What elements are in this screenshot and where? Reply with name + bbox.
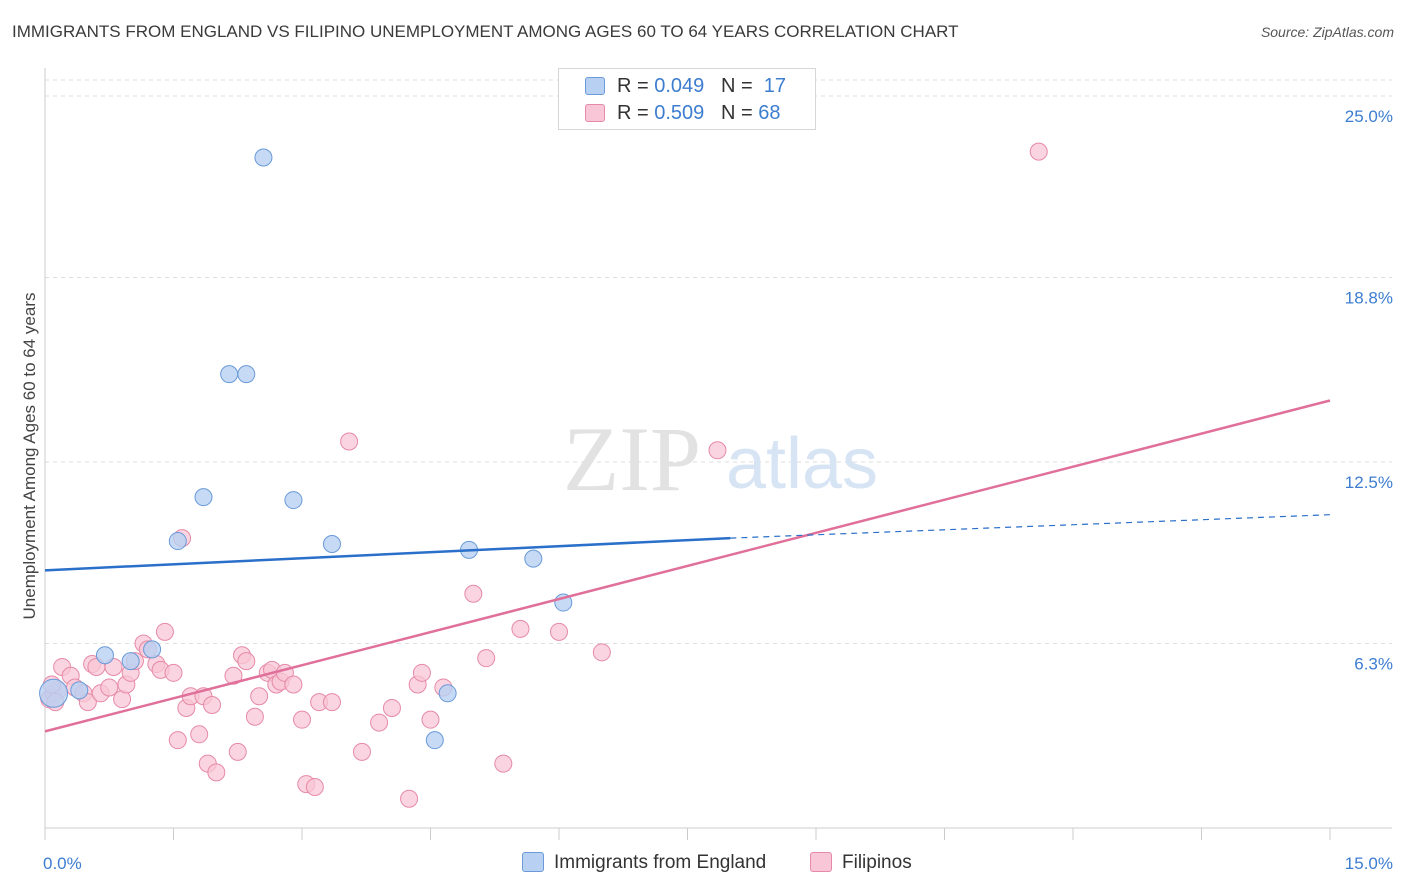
filipino-point <box>382 698 401 717</box>
filipino-point <box>708 441 727 460</box>
filipino-legend-label: Filipinos <box>842 852 912 873</box>
watermark: ZIP atlas <box>563 408 878 510</box>
filipino-point <box>190 725 209 744</box>
r-value: 0.509 <box>654 102 705 124</box>
y-tick-label: 25.0% <box>1345 107 1393 126</box>
england-point <box>39 678 69 708</box>
chart-title: IMMIGRANTS FROM ENGLAND VS FILIPINO UNEM… <box>12 22 959 41</box>
england-point <box>220 365 239 384</box>
filipino-point <box>550 622 568 641</box>
x-tick-label: 0.0% <box>43 854 82 873</box>
england-point <box>95 646 114 665</box>
watermark-zip: ZIP <box>563 408 701 510</box>
england-point <box>254 148 273 167</box>
correlation-legend: R = 0.049 N = 17 R = 0.509 N = 68 <box>558 68 816 130</box>
filipino-point <box>511 619 530 638</box>
filipino-point <box>155 622 174 641</box>
filipino-point <box>305 778 324 797</box>
england-swatch <box>585 77 605 95</box>
y-tick-label: 12.5% <box>1345 473 1393 492</box>
filipino-point <box>370 713 389 732</box>
filipino-point <box>228 742 247 761</box>
filipino-point <box>352 742 371 761</box>
filipino-point <box>477 649 496 668</box>
england-point <box>168 532 187 551</box>
r-value: 0.049 <box>654 75 705 97</box>
england-point <box>70 681 89 700</box>
filipino-point <box>592 643 611 662</box>
england-point <box>284 491 303 510</box>
england-points <box>39 148 573 750</box>
filipino-points <box>40 142 1048 808</box>
filipino-trend-line <box>44 399 1331 733</box>
england-point <box>121 652 140 671</box>
england-point <box>143 640 162 659</box>
legend-text-filipino: R = 0.509 N = 68 <box>617 102 780 125</box>
england-legend-label: Immigrants from England <box>554 852 767 873</box>
n-label: N = <box>720 75 759 97</box>
filipino-point <box>1029 142 1048 161</box>
filipino-point <box>245 707 264 726</box>
r-label: R = <box>617 75 655 97</box>
filipino-point <box>412 663 431 682</box>
filipino-point <box>494 754 513 773</box>
filipino-point <box>421 710 440 729</box>
england-point <box>322 534 341 553</box>
filipino-point <box>250 687 269 706</box>
filipino-point <box>203 696 222 715</box>
filipino-legend-swatch <box>810 852 832 872</box>
england-trend-extension <box>730 514 1331 539</box>
n-value: 68 <box>758 102 781 124</box>
r-label: R = <box>617 102 655 124</box>
england-point <box>425 731 444 750</box>
legend-england: Immigrants from England <box>522 852 766 874</box>
filipino-point <box>168 731 187 750</box>
y-axis-label: Unemployment Among Ages 60 to 64 years <box>20 292 39 620</box>
filipino-point <box>322 693 341 712</box>
filipino-point <box>207 763 226 782</box>
watermark-atlas: atlas <box>726 424 878 504</box>
n-label: N = <box>720 102 759 124</box>
filipino-point <box>400 789 419 808</box>
england-point <box>237 365 256 384</box>
filipino-swatch <box>585 104 605 122</box>
england-point <box>438 684 457 703</box>
filipino-point <box>464 584 483 603</box>
filipino-point <box>164 663 183 682</box>
england-point <box>524 549 543 568</box>
x-tick-label: 15.0% <box>1345 854 1393 873</box>
y-tick-label: 18.8% <box>1345 289 1393 308</box>
filipino-point <box>293 710 311 729</box>
tick-labels: 6.3% 12.5% 18.8% 25.0% 0.0% 15.0% <box>43 107 1393 873</box>
legend-text-england: R = 0.049 N = 17 <box>617 75 786 98</box>
legend-filipinos: Filipinos <box>810 852 912 874</box>
filipino-point <box>224 666 243 685</box>
n-value: 17 <box>763 75 787 97</box>
england-legend-swatch <box>522 852 544 872</box>
trend-lines <box>44 399 1331 733</box>
source-label: Source: ZipAtlas.com <box>1260 24 1394 40</box>
filipino-point <box>237 652 256 671</box>
filipino-point <box>284 675 303 694</box>
filipino-point <box>340 432 359 451</box>
england-trend-line <box>44 536 731 572</box>
filipino-point <box>100 678 119 697</box>
england-point <box>194 488 213 507</box>
y-tick-label: 6.3% <box>1354 655 1393 674</box>
